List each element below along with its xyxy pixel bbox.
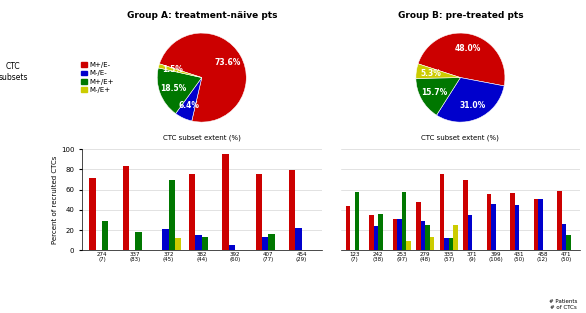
Bar bbox=[223, 154, 229, 250]
Text: 31.0%: 31.0% bbox=[459, 101, 486, 110]
Legend: M+/E-, M-/E-, M+/E+, M-/E+: M+/E-, M-/E-, M+/E+, M-/E+ bbox=[80, 62, 114, 93]
Text: 73.6%: 73.6% bbox=[215, 58, 241, 67]
Bar bbox=[355, 192, 359, 250]
Bar bbox=[289, 171, 295, 250]
Bar bbox=[468, 215, 472, 250]
Wedge shape bbox=[159, 33, 246, 122]
Wedge shape bbox=[437, 78, 504, 122]
Bar bbox=[515, 205, 519, 250]
Title: Group A: treatment-näive pts: Group A: treatment-näive pts bbox=[127, 11, 277, 20]
Bar bbox=[374, 226, 378, 250]
Bar bbox=[402, 192, 406, 250]
Bar bbox=[566, 235, 571, 250]
Text: 1.5%: 1.5% bbox=[162, 65, 183, 74]
Bar bbox=[453, 225, 458, 250]
Text: 5.3%: 5.3% bbox=[420, 69, 441, 78]
Bar bbox=[430, 237, 434, 250]
Bar bbox=[122, 167, 129, 250]
Bar bbox=[406, 241, 411, 250]
Y-axis label: Percent of recruited CTCs: Percent of recruited CTCs bbox=[52, 156, 58, 244]
Wedge shape bbox=[416, 78, 461, 115]
Bar bbox=[393, 219, 397, 250]
Bar bbox=[463, 180, 468, 250]
Bar bbox=[538, 199, 543, 250]
Bar bbox=[135, 232, 142, 250]
Bar bbox=[202, 237, 208, 250]
Bar bbox=[255, 174, 262, 250]
Text: 6.4%: 6.4% bbox=[179, 101, 200, 110]
Text: 18.5%: 18.5% bbox=[161, 84, 186, 93]
Bar bbox=[444, 238, 449, 250]
Bar bbox=[440, 174, 444, 250]
Bar bbox=[295, 228, 302, 250]
X-axis label: CTC subset extent (%): CTC subset extent (%) bbox=[421, 135, 499, 141]
Wedge shape bbox=[157, 68, 202, 114]
Bar bbox=[89, 177, 96, 250]
Bar bbox=[229, 245, 235, 250]
Bar bbox=[561, 224, 566, 250]
Bar bbox=[175, 238, 181, 250]
Wedge shape bbox=[176, 78, 202, 121]
Bar bbox=[169, 180, 175, 250]
Wedge shape bbox=[418, 33, 505, 86]
Bar bbox=[369, 215, 374, 250]
Bar bbox=[534, 199, 538, 250]
Bar bbox=[487, 194, 491, 250]
Bar bbox=[449, 238, 453, 250]
Wedge shape bbox=[158, 64, 202, 78]
Bar bbox=[102, 221, 108, 250]
Bar bbox=[162, 229, 169, 250]
X-axis label: CTC subset extent (%): CTC subset extent (%) bbox=[163, 135, 241, 141]
Bar bbox=[378, 214, 383, 250]
Bar bbox=[557, 191, 561, 250]
Bar bbox=[510, 193, 515, 250]
Bar bbox=[196, 235, 202, 250]
Text: CTC
subsets: CTC subsets bbox=[0, 62, 28, 82]
Bar bbox=[346, 206, 350, 250]
Bar bbox=[262, 237, 268, 250]
Bar bbox=[421, 221, 425, 250]
Bar bbox=[425, 225, 430, 250]
Text: 48.0%: 48.0% bbox=[455, 44, 481, 53]
Bar bbox=[491, 204, 496, 250]
Title: Group B: pre-treated pts: Group B: pre-treated pts bbox=[397, 11, 523, 20]
Text: # Patients
# of CTCs: # Patients # of CTCs bbox=[549, 299, 577, 310]
Bar bbox=[268, 234, 275, 250]
Text: 15.7%: 15.7% bbox=[421, 88, 447, 97]
Bar bbox=[416, 202, 421, 250]
Bar bbox=[189, 174, 196, 250]
Bar bbox=[397, 219, 402, 250]
Wedge shape bbox=[416, 64, 461, 79]
